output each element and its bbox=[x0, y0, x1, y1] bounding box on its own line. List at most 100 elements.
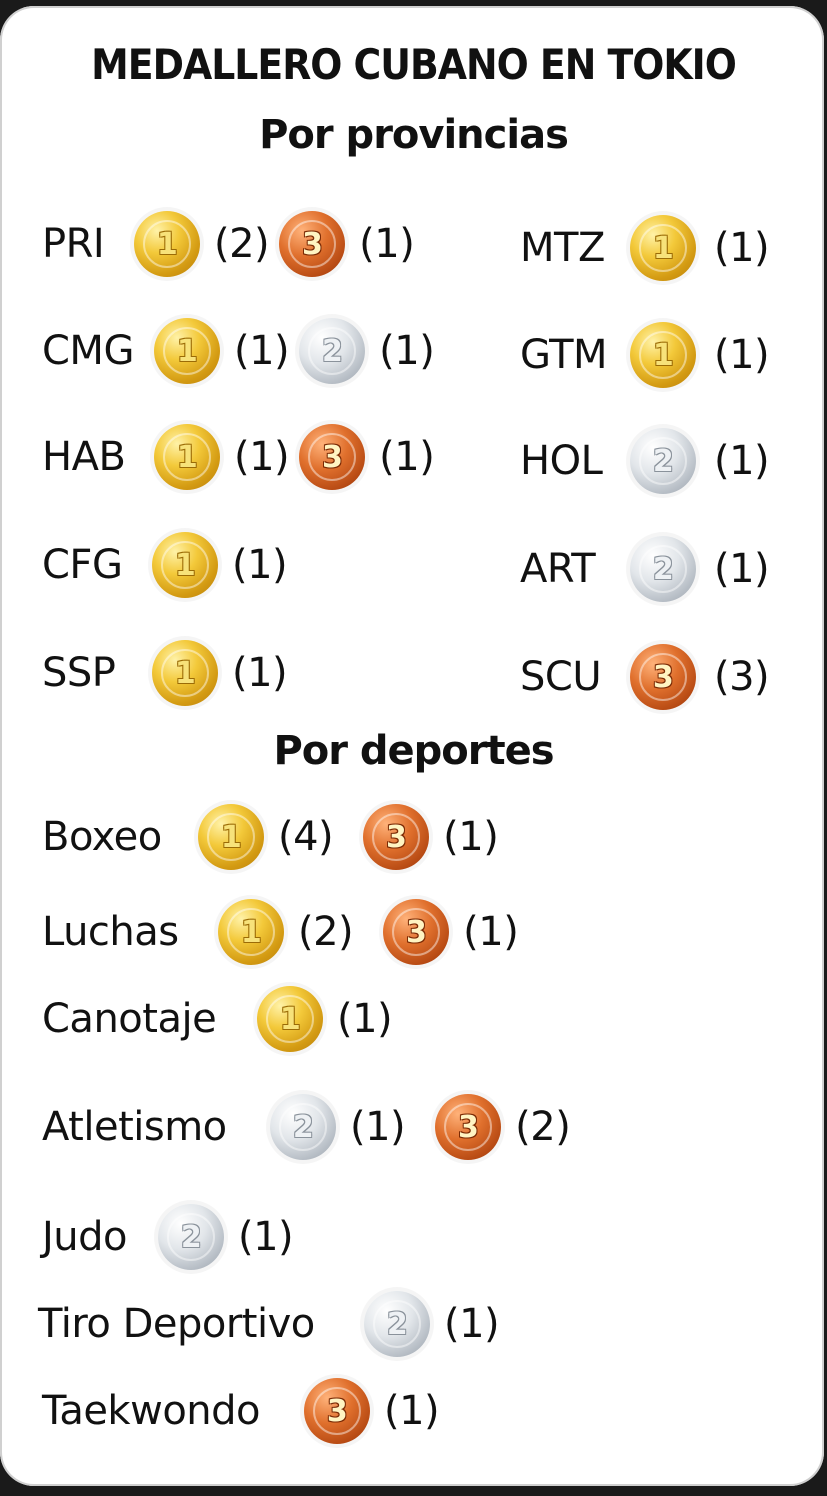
medal-count: (3) bbox=[714, 654, 770, 700]
bronze-medal-icon: 3 bbox=[299, 424, 366, 490]
medal-row: Luchas 1 (2) 3 (1) bbox=[42, 893, 519, 971]
medal-count: (2) bbox=[214, 221, 270, 267]
bronze-medal-icon: 3 bbox=[304, 1378, 370, 1444]
medal-count: (1) bbox=[359, 221, 415, 267]
row-label: SCU bbox=[520, 654, 602, 700]
gold-medal-icon: 1 bbox=[630, 322, 696, 388]
medal-digit: 3 bbox=[321, 439, 343, 475]
medal-count: (4) bbox=[278, 814, 334, 860]
medal-digit: 2 bbox=[652, 551, 674, 587]
medal-count: (1) bbox=[337, 996, 393, 1042]
gold-medal-icon: 1 bbox=[630, 215, 696, 281]
medal-count: (1) bbox=[714, 438, 770, 484]
gold-medal-icon: 1 bbox=[152, 640, 218, 706]
silver-medal-icon: 2 bbox=[158, 1204, 224, 1270]
medal-row: GTM 1 (1) bbox=[520, 316, 770, 394]
medal-digit: 3 bbox=[405, 914, 427, 950]
medal-row: SSP 1 (1) bbox=[42, 634, 288, 712]
medal-digit: 3 bbox=[301, 226, 323, 262]
row-label: Boxeo bbox=[42, 814, 162, 860]
medal-count: (1) bbox=[350, 1104, 406, 1150]
silver-medal-icon: 2 bbox=[270, 1094, 336, 1160]
medal-digit: 1 bbox=[156, 226, 178, 262]
silver-medal-icon: 2 bbox=[630, 536, 696, 602]
medal-count: (1) bbox=[379, 434, 435, 480]
medal-count: (1) bbox=[232, 650, 288, 696]
medal-row: Taekwondo 3 (1) bbox=[42, 1372, 440, 1450]
row-label: Taekwondo bbox=[42, 1388, 261, 1434]
medal-count: (1) bbox=[463, 909, 519, 955]
medal-count: (1) bbox=[234, 328, 290, 374]
row-label: Tiro Deportivo bbox=[38, 1301, 315, 1347]
medal-row: HAB 1 (1) 3 (1) bbox=[42, 418, 435, 496]
medal-count: (1) bbox=[714, 332, 770, 378]
gold-medal-icon: 1 bbox=[198, 804, 264, 870]
gold-medal-icon: 1 bbox=[154, 318, 220, 384]
section-title-sports: Por deportes bbox=[273, 728, 554, 774]
section-title-provinces: Por provincias bbox=[259, 112, 569, 158]
medal-count: (1) bbox=[232, 542, 288, 588]
medal-row: ART 2 (1) bbox=[520, 530, 770, 608]
medal-digit: 1 bbox=[652, 337, 674, 373]
medal-row: CMG 1 (1) 2 (1) bbox=[42, 312, 435, 390]
medal-digit: 1 bbox=[240, 914, 262, 950]
medal-row: Judo 2 (1) bbox=[42, 1198, 294, 1276]
silver-medal-icon: 2 bbox=[630, 428, 696, 494]
medal-digit: 1 bbox=[652, 230, 674, 266]
row-label: GTM bbox=[520, 332, 608, 378]
medal-digit: 1 bbox=[176, 439, 198, 475]
row-label: CMG bbox=[42, 328, 134, 374]
medal-count: (2) bbox=[515, 1104, 571, 1150]
gold-medal-icon: 1 bbox=[218, 899, 284, 965]
medal-row: MTZ 1 (1) bbox=[520, 209, 770, 287]
gold-medal-icon: 1 bbox=[154, 424, 220, 490]
bronze-medal-icon: 3 bbox=[383, 899, 450, 965]
silver-medal-icon: 2 bbox=[299, 318, 366, 384]
row-label: Luchas bbox=[42, 909, 179, 955]
row-label: Atletismo bbox=[42, 1104, 227, 1150]
row-label: HAB bbox=[42, 434, 126, 480]
medal-digit: 3 bbox=[457, 1109, 479, 1145]
row-label: ART bbox=[520, 546, 596, 592]
medal-count: (1) bbox=[444, 1301, 500, 1347]
bronze-medal-icon: 3 bbox=[279, 211, 346, 277]
medal-row: CFG 1 (1) bbox=[42, 526, 288, 604]
bronze-medal-icon: 3 bbox=[435, 1094, 502, 1160]
medal-digit: 2 bbox=[652, 443, 674, 479]
medal-digit: 2 bbox=[292, 1109, 314, 1145]
bronze-medal-icon: 3 bbox=[630, 644, 696, 710]
medal-row: Boxeo 1 (4) 3 (1) bbox=[42, 798, 499, 876]
row-label: Judo bbox=[42, 1214, 128, 1260]
medal-count: (1) bbox=[443, 814, 499, 860]
gold-medal-icon: 1 bbox=[152, 532, 218, 598]
row-label: SSP bbox=[42, 650, 116, 696]
medal-count: (1) bbox=[714, 225, 770, 271]
silver-medal-icon: 2 bbox=[364, 1291, 430, 1357]
medal-digit: 1 bbox=[174, 655, 196, 691]
medal-digit: 1 bbox=[220, 819, 242, 855]
medal-row: Atletismo 2 (1) 3 (2) bbox=[42, 1088, 571, 1166]
medal-digit: 3 bbox=[326, 1393, 348, 1429]
medal-row: Canotaje 1 (1) bbox=[42, 980, 393, 1058]
medal-digit: 1 bbox=[176, 333, 198, 369]
medal-digit: 3 bbox=[652, 659, 674, 695]
row-label: MTZ bbox=[520, 225, 605, 271]
gold-medal-icon: 1 bbox=[257, 986, 323, 1052]
medal-digit: 2 bbox=[180, 1219, 202, 1255]
medal-digit: 2 bbox=[321, 333, 343, 369]
gold-medal-icon: 1 bbox=[134, 211, 200, 277]
medal-row: SCU 3 (3) bbox=[520, 638, 770, 716]
medal-digit: 2 bbox=[386, 1306, 408, 1342]
row-label: Canotaje bbox=[42, 996, 217, 1042]
medal-digit: 3 bbox=[385, 819, 407, 855]
medal-count: (1) bbox=[384, 1388, 440, 1434]
bronze-medal-icon: 3 bbox=[363, 804, 430, 870]
row-label: HOL bbox=[520, 438, 603, 484]
medal-digit: 1 bbox=[174, 547, 196, 583]
medal-count: (1) bbox=[714, 546, 770, 592]
medal-count: (1) bbox=[238, 1214, 294, 1260]
medal-digit: 1 bbox=[279, 1001, 301, 1037]
medal-row: Tiro Deportivo 2 (1) bbox=[38, 1285, 500, 1363]
medal-row: HOL 2 (1) bbox=[520, 422, 770, 500]
page-title: MEDALLERO CUBANO EN TOKIO bbox=[91, 40, 737, 89]
